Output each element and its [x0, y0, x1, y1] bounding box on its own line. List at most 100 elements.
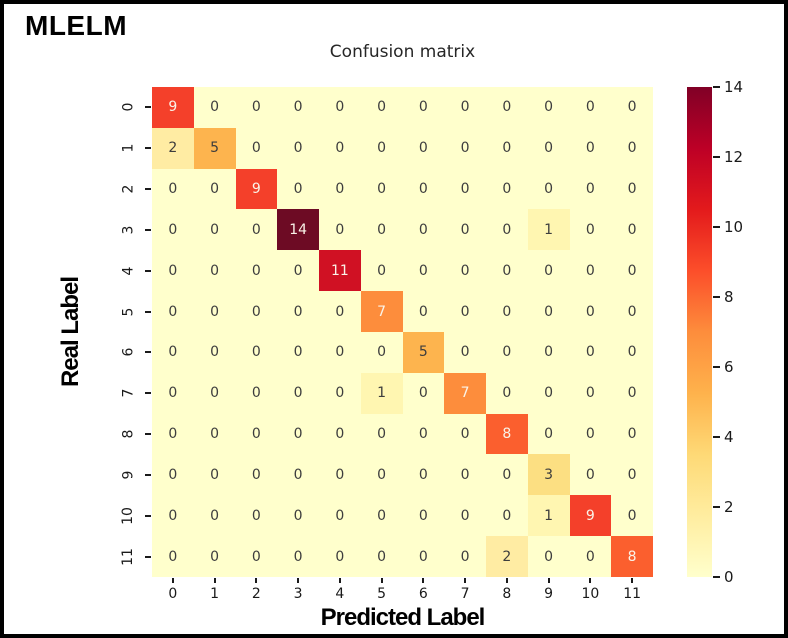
colorbar-tick-mark	[713, 436, 720, 438]
matrix-cell: 0	[611, 209, 653, 251]
matrix-cell: 0	[527, 168, 570, 210]
x-tick-mark	[589, 578, 592, 583]
matrix-cell: 0	[569, 209, 612, 251]
matrix-cell: 0	[319, 168, 361, 210]
matrix-cell: 0	[360, 87, 403, 128]
colorbar-tick-label: 4	[724, 428, 734, 446]
matrix-cell: 0	[319, 372, 361, 414]
matrix-cell: 0	[152, 536, 194, 577]
matrix-cell: 0	[527, 331, 570, 373]
matrix-cell: 0	[360, 536, 403, 577]
matrix-cell: 0	[152, 413, 194, 455]
colorbar-tick-mark	[713, 576, 720, 578]
matrix-cell: 0	[444, 127, 486, 169]
x-tick-mark	[422, 578, 425, 583]
x-tick-label: 4	[335, 586, 345, 602]
matrix-cell: 9	[235, 168, 278, 210]
matrix-cell: 0	[569, 536, 612, 577]
matrix-cell: 0	[569, 250, 612, 292]
matrix-cell: 0	[569, 454, 612, 496]
matrix-cell: 0	[152, 454, 194, 496]
x-tick-mark	[297, 578, 300, 583]
matrix-cell: 0	[277, 495, 319, 537]
x-tick-label: 9	[544, 586, 554, 602]
matrix-cell: 0	[152, 372, 194, 414]
matrix-cell: 0	[527, 250, 570, 292]
matrix-cell: 0	[486, 168, 528, 210]
y-axis-label-text: Real Label	[57, 276, 85, 388]
matrix-cell: 0	[277, 372, 319, 414]
colorbar-tick-label: 10	[724, 218, 744, 236]
matrix-cell: 0	[611, 372, 653, 414]
matrix-cell: 0	[569, 331, 612, 373]
colorbar-tick-label: 12	[724, 148, 744, 166]
chart-title: Confusion matrix	[329, 42, 476, 62]
matrix-cell: 0	[277, 87, 319, 128]
x-tick-mark	[464, 578, 467, 583]
matrix-cell: 0	[277, 291, 319, 332]
matrix-cell: 0	[402, 495, 445, 537]
matrix-cell: 0	[319, 495, 361, 537]
matrix-cell: 0	[569, 87, 612, 128]
matrix-cell: 14	[277, 209, 319, 251]
matrix-cell: 0	[277, 127, 319, 169]
colorbar-tick-label: 6	[724, 358, 734, 376]
matrix-cell: 0	[193, 87, 236, 128]
colorbar-tick-mark	[713, 226, 720, 228]
y-tick-mark	[145, 147, 151, 150]
matrix-cell: 0	[527, 127, 570, 169]
matrix-cell: 0	[402, 250, 445, 292]
matrix-cell: 0	[486, 331, 528, 373]
x-tick-label: 8	[502, 586, 512, 602]
matrix-cell: 0	[611, 413, 653, 455]
x-tick-label: 1	[210, 586, 220, 602]
y-tick-label: 2	[119, 184, 136, 194]
matrix-cell: 1	[527, 495, 570, 537]
x-tick-mark	[213, 578, 216, 583]
matrix-cell: 0	[444, 209, 486, 251]
matrix-cell: 0	[402, 372, 445, 414]
matrix-cell: 0	[444, 536, 486, 577]
y-tick-mark	[145, 514, 151, 517]
matrix-cell: 0	[360, 127, 403, 169]
matrix-cell: 0	[193, 291, 236, 332]
matrix-cell: 0	[193, 536, 236, 577]
matrix-cell: 0	[235, 454, 278, 496]
matrix-cell: 0	[360, 413, 403, 455]
matrix-cell: 2	[152, 127, 194, 169]
matrix-cell: 3	[527, 454, 570, 496]
colorbar-tick-label: 14	[724, 78, 744, 96]
x-tick-mark	[631, 578, 634, 583]
matrix-cell: 0	[152, 209, 194, 251]
matrix-cell: 0	[569, 291, 612, 332]
y-tick-mark	[145, 188, 151, 191]
matrix-cell: 0	[402, 454, 445, 496]
matrix-cell: 0	[569, 413, 612, 455]
x-tick-label: 11	[623, 586, 642, 602]
matrix-cell: 0	[611, 495, 653, 537]
matrix-cell: 0	[444, 87, 486, 128]
matrix-cell: 0	[360, 168, 403, 210]
matrix-cell: 0	[611, 87, 653, 128]
matrix-cell: 0	[152, 331, 194, 373]
matrix-cell: 0	[319, 331, 361, 373]
matrix-cell: 0	[319, 291, 361, 332]
matrix-cell: 0	[444, 168, 486, 210]
matrix-cell: 0	[360, 209, 403, 251]
colorbar-tick-label: 8	[724, 288, 734, 306]
y-tick-label: 10	[119, 506, 136, 525]
colorbar	[687, 87, 712, 577]
matrix-cell: 0	[444, 413, 486, 455]
matrix-cell: 0	[193, 372, 236, 414]
matrix-cell: 0	[569, 127, 612, 169]
matrix-cell: 0	[569, 168, 612, 210]
matrix-cell: 0	[402, 536, 445, 577]
matrix-cell: 0	[527, 372, 570, 414]
matrix-cell: 0	[527, 413, 570, 455]
y-tick-mark	[145, 351, 151, 354]
matrix-cell: 0	[277, 536, 319, 577]
matrix-cell: 0	[319, 209, 361, 251]
matrix-cell: 0	[527, 536, 570, 577]
matrix-cell: 0	[235, 87, 278, 128]
